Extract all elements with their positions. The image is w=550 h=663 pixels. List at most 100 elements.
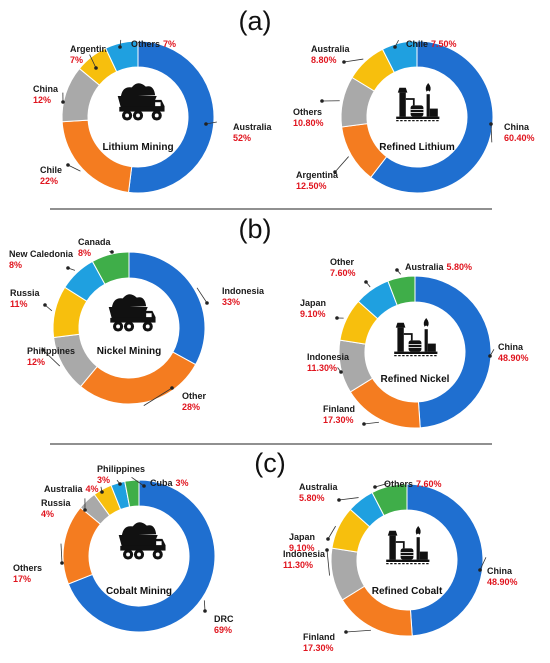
leader-dot: [325, 548, 329, 552]
charts-layer: Australia52%Chile22%China12%Argentina7%O…: [9, 39, 535, 653]
leader-dot: [335, 316, 339, 320]
leader-dot: [170, 386, 174, 390]
slice-australia: [127, 40, 215, 194]
leader-line: [345, 629, 371, 633]
leader-dot: [94, 66, 98, 70]
donut-chart-lithium-mining: Australia52%Chile22%China12%Argentina7%O…: [33, 39, 273, 194]
slice-china: [414, 275, 492, 429]
leader-dot: [83, 508, 87, 512]
slice-label-name: China: [33, 84, 59, 94]
slice-label-value: 5.80%: [299, 493, 325, 503]
slice-label-value: 7%: [70, 55, 83, 65]
slice-label-name: Indonesia: [283, 549, 326, 559]
slice-label-value: 11.30%: [307, 363, 337, 373]
slice-label-value: 7.60%: [330, 268, 356, 278]
slice-label-name: Australia: [233, 122, 273, 132]
slice-label-name: Australia 4%: [44, 484, 99, 494]
slice-label-name: Philippines: [27, 346, 75, 356]
slice-label-value: 17%: [13, 574, 31, 584]
leader-dot: [142, 484, 146, 488]
slice-others: [371, 483, 408, 517]
slice-label-name: China: [487, 566, 513, 576]
leader-dot: [339, 370, 343, 374]
slice-label-value: 60.40%: [504, 133, 535, 143]
leader-dot: [66, 266, 70, 270]
leader-line: [363, 421, 379, 425]
leader-line: [143, 387, 173, 406]
panel-letter-c: (c): [254, 448, 285, 478]
slice-label-name: Others 7.60%: [384, 479, 442, 489]
slice-china: [406, 483, 484, 637]
slice-label-name: China: [498, 342, 524, 352]
leader-dot: [333, 170, 337, 174]
slice-australia: [387, 275, 416, 306]
slice-label-name: China: [504, 122, 530, 132]
leader-line: [196, 287, 208, 304]
slice-label-name: Argentina: [296, 170, 339, 180]
slice-label-name: DRC: [214, 614, 234, 624]
panel-letter-b: (b): [239, 214, 272, 244]
leader-line: [42, 349, 61, 367]
slice-chile: [381, 40, 418, 74]
leader-dot: [488, 354, 492, 358]
leader-dot: [41, 348, 45, 352]
leader-dot: [205, 301, 209, 305]
leader-dot: [393, 45, 397, 49]
chart-center-title: Refined Nickel: [381, 374, 450, 385]
leader-dot: [100, 490, 104, 494]
slice-label-name: Australia: [299, 482, 339, 492]
leader-line: [60, 543, 63, 564]
leader-line: [131, 477, 145, 487]
leader-dot: [364, 280, 368, 284]
slice-label-value: 48.90%: [498, 353, 529, 363]
chart-center-title: Lithium Mining: [102, 142, 173, 153]
slice-label-value: 4%: [41, 509, 54, 519]
slice-label-value: 17.30%: [323, 415, 354, 425]
slice-label-name: Others: [13, 563, 42, 573]
leader-line: [89, 54, 97, 69]
leader-dot: [320, 99, 324, 103]
leader-dot: [66, 163, 70, 167]
leader-dot: [326, 537, 330, 541]
leader-dot: [61, 100, 65, 104]
slice-canada: [91, 251, 130, 285]
chart-center-title: Refined Cobalt: [372, 586, 443, 597]
refinery-icon: [386, 526, 430, 565]
slice-label-name: Japan: [289, 532, 315, 542]
leader-dot: [204, 122, 208, 126]
slice-label-name: Argentina: [70, 44, 113, 54]
slice-label-name: Cuba 3%: [150, 478, 189, 488]
leader-dot: [342, 60, 346, 64]
leader-dot: [337, 498, 341, 502]
slice-label-name: New Caledonia: [9, 249, 74, 259]
leader-line: [67, 164, 81, 172]
slice-label-name: Australia: [311, 44, 351, 54]
slice-label-name: Chile: [40, 165, 62, 175]
panel-letter-a: (a): [239, 6, 272, 36]
slice-label-name: Russia: [10, 288, 41, 298]
slice-label-value: 52%: [233, 133, 251, 143]
leader-line: [343, 58, 364, 63]
slice-label-value: 4%: [86, 484, 99, 494]
slice-others: [104, 40, 139, 73]
chart-center-title: Refined Lithium: [379, 142, 455, 153]
slice-label-value: 7.60%: [416, 479, 442, 489]
leader-line: [327, 525, 336, 540]
slice-label-value: 7.50%: [431, 39, 457, 49]
leader-dot: [395, 268, 399, 272]
slice-china: [370, 40, 494, 194]
slice-label-name: Others: [293, 107, 322, 117]
chart-center-title: Cobalt Mining: [106, 586, 172, 597]
slice-label-name: Chile 7.50%: [406, 39, 457, 49]
slice-label-value: 7%: [163, 39, 176, 49]
slice-label-value: 12%: [33, 95, 51, 105]
chart-center-title: Nickel Mining: [97, 346, 161, 357]
slice-label-value: 5.80%: [447, 262, 473, 272]
slice-label-name: Russia: [41, 498, 72, 508]
slice-label-name: Philippines: [97, 464, 145, 474]
leader-line: [374, 482, 389, 488]
